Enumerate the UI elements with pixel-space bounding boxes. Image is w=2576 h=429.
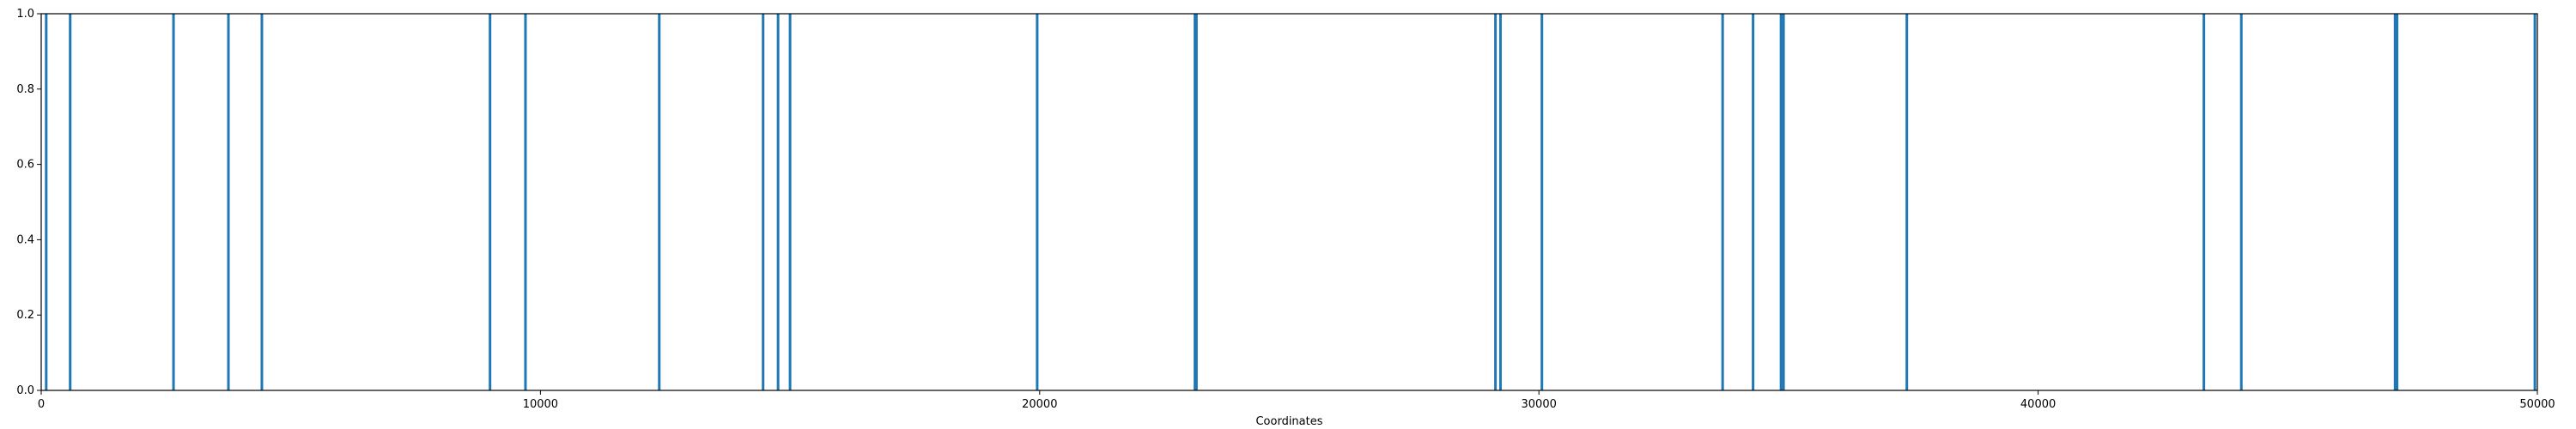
x-tick-label: 10000: [523, 398, 558, 411]
bar: [1721, 14, 1724, 390]
bar: [524, 14, 527, 390]
x-tick-label: 40000: [2020, 398, 2056, 411]
bar: [489, 14, 492, 390]
plot-frame: [40, 13, 2538, 391]
x-tick-label: 50000: [2519, 398, 2555, 411]
bar: [1194, 14, 1197, 390]
bar: [2393, 14, 2397, 390]
y-tick-label: 0.0: [16, 384, 34, 397]
bar: [788, 14, 792, 390]
y-tick-label: 0.2: [16, 309, 34, 322]
x-axis-label: Coordinates: [1255, 415, 1322, 428]
bar: [1752, 14, 1755, 390]
bar: [260, 14, 264, 390]
bar: [1036, 14, 1039, 390]
x-tick-label: 30000: [1522, 398, 1557, 411]
bar: [69, 14, 72, 390]
y-axis-ticks: 0.0 0.2 0.4 0.6 0.8 1.0: [16, 8, 41, 397]
y-tick-label: 0.6: [16, 159, 34, 172]
x-tick-label: 0: [38, 398, 45, 411]
bar: [45, 14, 48, 390]
bar: [1194, 14, 1198, 390]
y-tick-label: 0.4: [16, 233, 34, 246]
bar: [658, 14, 661, 390]
bar: [172, 14, 175, 390]
x-tick-label: 20000: [1022, 398, 1057, 411]
bar: [2533, 14, 2537, 390]
bar: [1905, 14, 1909, 390]
bar: [1779, 14, 1783, 390]
y-tick-label: 1.0: [16, 8, 34, 21]
bar: [2396, 14, 2399, 390]
bar: [762, 14, 765, 390]
y-tick-label: 0.8: [16, 83, 34, 96]
bar: [776, 14, 780, 390]
x-axis-ticks: 0 10000 20000 30000 40000 50000: [38, 390, 2555, 411]
bar: [227, 14, 230, 390]
bar: [1782, 14, 1785, 390]
bars-layer: [45, 14, 2537, 390]
bar: [2202, 14, 2206, 390]
bar: [1540, 14, 1544, 390]
bar: [2239, 14, 2243, 390]
bar: [1498, 14, 1502, 390]
bar: [1494, 14, 1498, 390]
